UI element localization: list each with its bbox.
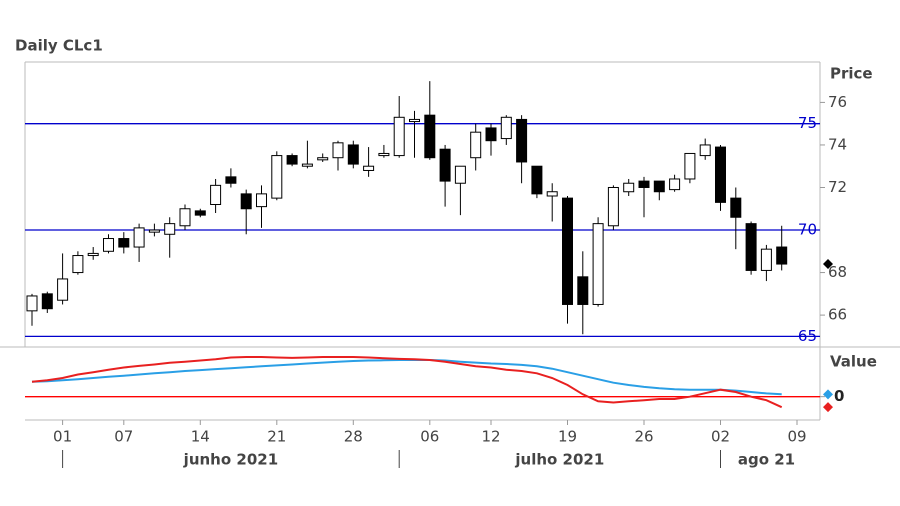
candle-body: [240, 193, 252, 210]
x-tick-label: 12: [481, 428, 500, 446]
candle-body: [623, 182, 635, 193]
candle-body: [500, 116, 512, 140]
candle-body: [562, 197, 573, 305]
candle-body: [256, 193, 267, 208]
candle-body: [592, 223, 604, 305]
candle-body: [72, 255, 84, 274]
last-price-marker: [823, 259, 833, 270]
candle-body: [699, 144, 711, 157]
candle-body: [210, 184, 222, 206]
candle-body: [776, 246, 788, 265]
candle-body: [271, 155, 283, 199]
candle-body: [531, 165, 543, 195]
x-tick-label: 07: [114, 428, 133, 446]
candle-body: [607, 186, 619, 227]
candle-body: [546, 191, 558, 197]
y-tick-label: 74: [828, 135, 847, 153]
candle-body: [684, 152, 696, 180]
candle-body: [378, 152, 390, 157]
reference-label: 65: [798, 327, 817, 345]
y-tick-label: 68: [828, 263, 847, 281]
candle-body: [638, 180, 650, 188]
candle-body: [118, 238, 130, 248]
candle-body: [148, 229, 160, 233]
x-tick-label: 19: [558, 428, 577, 446]
candle-body: [41, 293, 53, 310]
x-tick-label: 06: [420, 428, 439, 446]
candle-body: [745, 223, 757, 271]
reference-label: 75: [798, 114, 817, 132]
indicator-line: [31, 356, 783, 409]
candle-body: [424, 114, 436, 159]
candle-body: [164, 223, 176, 235]
candle-body: [286, 155, 298, 165]
candle-body: [715, 146, 726, 203]
value-axis-title: Value: [830, 353, 877, 371]
candle-body: [653, 180, 665, 193]
candle-body: [730, 197, 742, 218]
last-value-marker: [823, 389, 833, 400]
x-tick-label: 02: [711, 428, 730, 446]
candle-body: [439, 148, 451, 182]
candle-body: [669, 178, 681, 191]
y-tick-label: 66: [828, 306, 847, 324]
x-tick-label: 01: [53, 428, 72, 446]
candle-body: [454, 165, 466, 184]
candle-body: [760, 248, 772, 271]
x-group-label: julho 2021: [514, 451, 604, 469]
candle-body: [470, 131, 482, 159]
x-tick-label: 21: [267, 428, 286, 446]
x-tick-label: 26: [634, 428, 653, 446]
x-tick-label: 09: [787, 428, 806, 446]
candle-body: [409, 118, 420, 123]
x-tick-label: 14: [191, 428, 210, 446]
reference-label: 70: [798, 221, 817, 239]
candle-body: [179, 208, 191, 227]
price-axis-title: Price: [830, 65, 873, 83]
candle-body: [103, 238, 114, 252]
y-tick-label: 72: [828, 178, 847, 196]
y-tick-label: 76: [828, 93, 847, 111]
last-value-marker: [823, 402, 833, 413]
candle-body: [317, 157, 329, 161]
candle-body: [26, 295, 38, 312]
candle-body: [347, 144, 359, 165]
candle-body: [485, 127, 497, 142]
candle-body: [133, 227, 145, 248]
candle-body: [194, 210, 206, 216]
candle-body: [87, 252, 99, 257]
candle-body: [332, 142, 344, 159]
candle-body: [516, 118, 528, 163]
candle-body: [393, 116, 405, 157]
chart-title: Daily CLc1: [15, 37, 103, 55]
candle-body: [225, 176, 237, 184]
y-tick-label: 0: [834, 387, 844, 405]
candle-body: [301, 163, 313, 167]
x-tick-label: 28: [344, 428, 363, 446]
x-group-label: junho 2021: [183, 451, 278, 469]
candle-body: [577, 276, 589, 305]
x-group-label: ago 21: [738, 451, 795, 469]
candle-body: [363, 165, 375, 171]
candle-body: [57, 278, 69, 301]
